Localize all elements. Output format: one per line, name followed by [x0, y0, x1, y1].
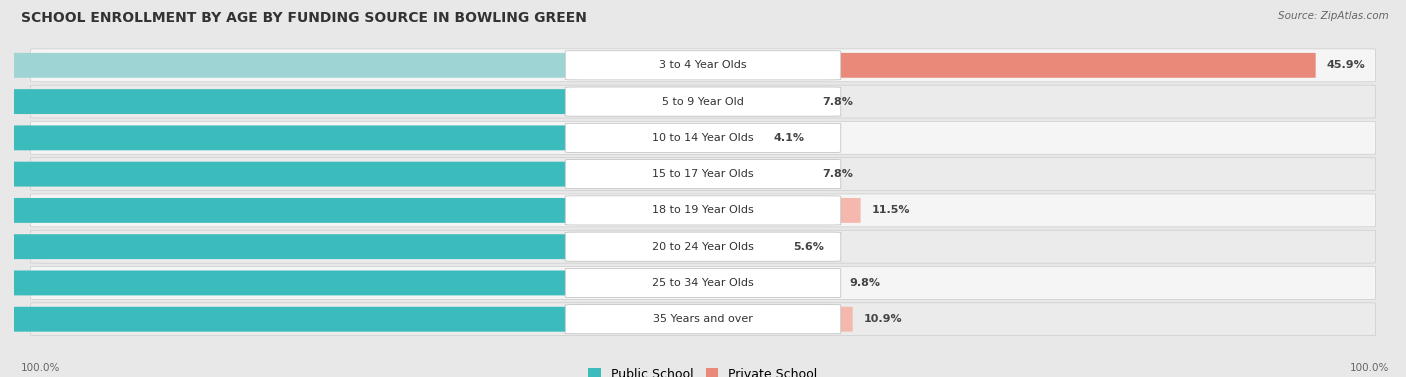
Text: 10.9%: 10.9%	[863, 314, 903, 324]
Legend: Public School, Private School: Public School, Private School	[583, 363, 823, 377]
Text: 10 to 14 Year Olds: 10 to 14 Year Olds	[652, 133, 754, 143]
FancyBboxPatch shape	[697, 234, 783, 259]
FancyBboxPatch shape	[697, 89, 811, 114]
FancyBboxPatch shape	[0, 234, 709, 259]
Text: 9.8%: 9.8%	[849, 278, 880, 288]
Text: 11.5%: 11.5%	[872, 205, 910, 215]
FancyBboxPatch shape	[565, 232, 841, 261]
FancyBboxPatch shape	[565, 87, 841, 116]
FancyBboxPatch shape	[31, 158, 1375, 191]
Text: 5.6%: 5.6%	[793, 242, 824, 252]
FancyBboxPatch shape	[0, 307, 709, 332]
FancyBboxPatch shape	[697, 271, 838, 296]
Text: 35 Years and over: 35 Years and over	[652, 314, 754, 324]
FancyBboxPatch shape	[31, 194, 1375, 227]
FancyBboxPatch shape	[565, 51, 841, 80]
FancyBboxPatch shape	[0, 198, 709, 223]
FancyBboxPatch shape	[0, 162, 709, 187]
FancyBboxPatch shape	[0, 271, 709, 296]
Text: 7.8%: 7.8%	[823, 169, 853, 179]
FancyBboxPatch shape	[31, 85, 1375, 118]
FancyBboxPatch shape	[697, 53, 1316, 78]
FancyBboxPatch shape	[565, 305, 841, 334]
FancyBboxPatch shape	[0, 126, 709, 150]
Text: 7.8%: 7.8%	[823, 97, 853, 107]
FancyBboxPatch shape	[697, 307, 852, 332]
FancyBboxPatch shape	[697, 126, 762, 150]
Text: 15 to 17 Year Olds: 15 to 17 Year Olds	[652, 169, 754, 179]
FancyBboxPatch shape	[565, 196, 841, 225]
FancyBboxPatch shape	[565, 268, 841, 297]
FancyBboxPatch shape	[31, 49, 1375, 82]
Text: 25 to 34 Year Olds: 25 to 34 Year Olds	[652, 278, 754, 288]
FancyBboxPatch shape	[31, 267, 1375, 299]
FancyBboxPatch shape	[565, 123, 841, 152]
FancyBboxPatch shape	[31, 230, 1375, 263]
Text: 3 to 4 Year Olds: 3 to 4 Year Olds	[659, 60, 747, 70]
Text: 100.0%: 100.0%	[21, 363, 60, 373]
FancyBboxPatch shape	[31, 121, 1375, 154]
Text: 45.9%: 45.9%	[1327, 60, 1365, 70]
Text: SCHOOL ENROLLMENT BY AGE BY FUNDING SOURCE IN BOWLING GREEN: SCHOOL ENROLLMENT BY AGE BY FUNDING SOUR…	[21, 11, 586, 25]
FancyBboxPatch shape	[0, 53, 709, 78]
Text: 4.1%: 4.1%	[773, 133, 804, 143]
Text: 18 to 19 Year Olds: 18 to 19 Year Olds	[652, 205, 754, 215]
Text: 5 to 9 Year Old: 5 to 9 Year Old	[662, 97, 744, 107]
FancyBboxPatch shape	[0, 89, 709, 114]
Text: 100.0%: 100.0%	[1350, 363, 1389, 373]
Text: Source: ZipAtlas.com: Source: ZipAtlas.com	[1278, 11, 1389, 21]
FancyBboxPatch shape	[697, 162, 811, 187]
Text: 20 to 24 Year Olds: 20 to 24 Year Olds	[652, 242, 754, 252]
FancyBboxPatch shape	[697, 198, 860, 223]
FancyBboxPatch shape	[565, 159, 841, 189]
FancyBboxPatch shape	[31, 303, 1375, 336]
